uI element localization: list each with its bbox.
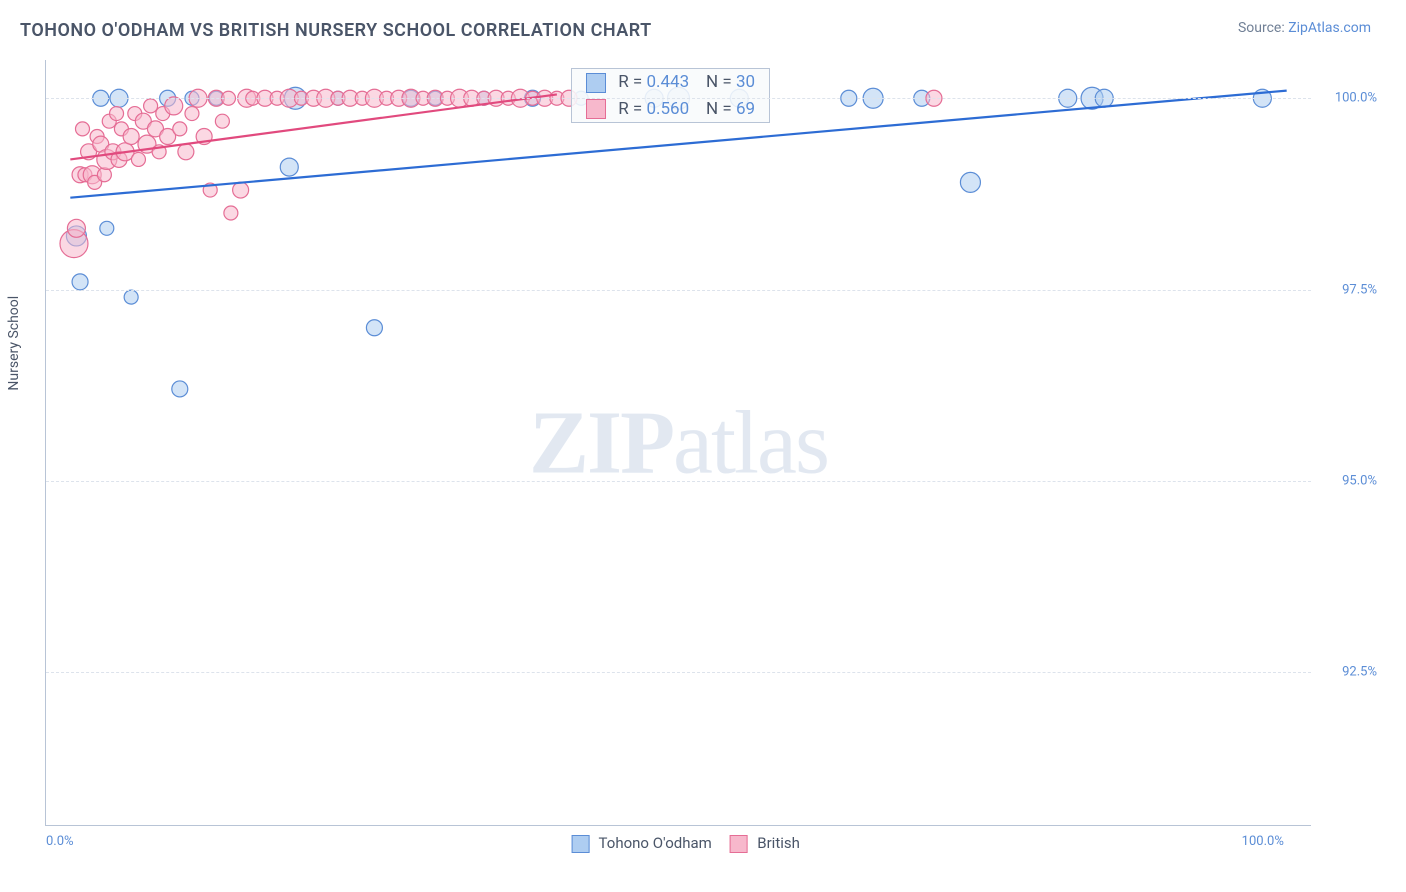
plot-area: ZIPatlas R = 0.443 N = 30 R = 0.560 N = … [45, 60, 1311, 826]
r-value-1: 0.443 [646, 72, 689, 92]
r-prefix-2: R = [618, 99, 646, 119]
data-point [75, 122, 89, 136]
bottom-label-series1: Tohono O'odham [599, 834, 712, 852]
ytick-label: 100.0% [1335, 91, 1377, 106]
chart-container: TOHONO O'ODHAM VS BRITISH NURSERY SCHOOL… [0, 0, 1406, 892]
data-point [124, 290, 138, 304]
scatter-svg [46, 60, 1311, 825]
xtick-label: 100.0% [1242, 834, 1284, 849]
chart-title: TOHONO O'ODHAM VS BRITISH NURSERY SCHOOL… [20, 20, 652, 41]
data-point [110, 107, 124, 121]
correlation-legend: R = 0.443 N = 30 R = 0.560 N = 69 [571, 68, 770, 123]
source-attribution: Source: ZipAtlas.com [1238, 20, 1371, 36]
bottom-swatch-series2 [730, 835, 748, 853]
ytick-label: 95.0% [1342, 473, 1377, 488]
source-link[interactable]: ZipAtlas.com [1288, 20, 1371, 36]
data-point [178, 144, 194, 160]
data-point [280, 158, 298, 176]
n-value-2: 69 [736, 99, 755, 119]
source-prefix: Source: [1238, 20, 1288, 36]
data-point [960, 172, 980, 192]
gridline [46, 98, 1311, 99]
r-value-2: 0.560 [646, 99, 689, 119]
bottom-legend: Tohono O'odham British [557, 834, 800, 853]
n-prefix-1: N = [706, 72, 736, 92]
legend-row-series2: R = 0.560 N = 69 [572, 96, 769, 123]
data-point [72, 274, 88, 290]
ytick-label: 92.5% [1342, 665, 1377, 680]
data-point [97, 168, 111, 182]
data-point [185, 107, 199, 121]
gridline [46, 290, 1311, 291]
legend-swatch-series1 [586, 73, 606, 93]
n-prefix-2: N = [706, 99, 736, 119]
legend-row-series1: R = 0.443 N = 30 [572, 69, 769, 96]
data-point [165, 97, 183, 115]
data-point [100, 221, 114, 235]
gridline [46, 481, 1311, 482]
data-point [67, 219, 85, 237]
legend-swatch-series2 [586, 99, 606, 119]
n-value-1: 30 [736, 72, 755, 92]
data-point [215, 114, 229, 128]
bottom-swatch-series1 [571, 835, 589, 853]
data-point [131, 152, 145, 166]
ytick-label: 97.5% [1342, 282, 1377, 297]
data-point [224, 206, 238, 220]
gridline [46, 672, 1311, 673]
bottom-label-series2: British [757, 834, 800, 852]
data-point [366, 320, 382, 336]
data-point [173, 122, 187, 136]
r-prefix-1: R = [618, 72, 646, 92]
data-point [233, 182, 249, 198]
data-point [123, 129, 139, 145]
data-point [172, 381, 188, 397]
data-point [144, 99, 158, 113]
y-axis-label: Nursery School [6, 296, 22, 391]
xtick-label: 0.0% [46, 834, 74, 849]
